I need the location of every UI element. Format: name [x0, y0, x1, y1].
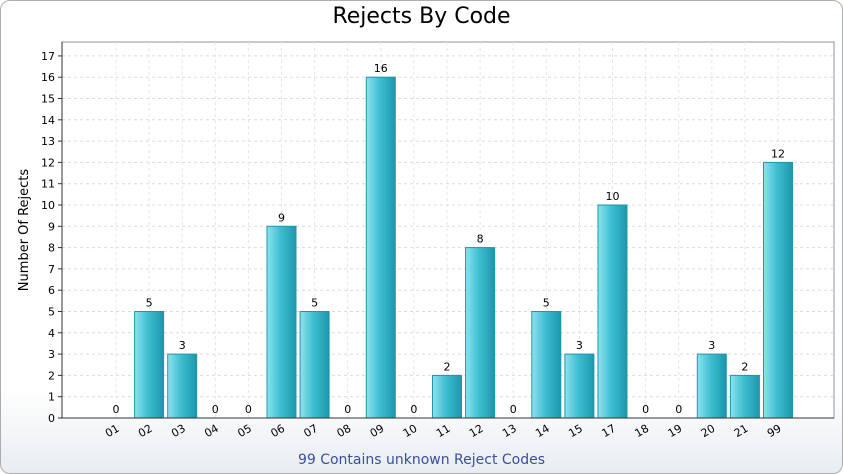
x-tick-label-02: 02 — [136, 422, 155, 440]
value-label-12: 8 — [477, 233, 484, 246]
bar-07 — [299, 311, 330, 419]
y-tick-label: 5 — [48, 306, 55, 319]
x-tick-label-10: 10 — [401, 422, 420, 440]
y-tick-label: 7 — [48, 263, 55, 276]
value-label-09: 16 — [374, 62, 388, 75]
value-label-04: 0 — [212, 403, 219, 416]
value-label-10: 0 — [410, 403, 417, 416]
bar-99 — [763, 161, 793, 419]
y-tick-label: 2 — [48, 369, 55, 382]
y-tick-label: 4 — [48, 327, 55, 340]
value-label-17: 10 — [606, 190, 620, 203]
y-tick-label: 11 — [41, 178, 55, 191]
x-tick-label-20: 20 — [699, 422, 718, 440]
y-tick-label: 17 — [41, 50, 55, 63]
x-tick-label-01: 01 — [103, 422, 122, 440]
value-label-18: 0 — [642, 403, 649, 416]
y-tick-label: 3 — [48, 348, 55, 361]
x-tick-label-14: 14 — [533, 422, 552, 440]
value-label-05: 0 — [245, 403, 252, 416]
bar-03 — [167, 353, 198, 419]
bar-02 — [134, 311, 165, 419]
x-tick-label-17: 17 — [599, 422, 618, 440]
x-tick-label-09: 09 — [368, 422, 387, 440]
bar-09 — [365, 76, 396, 419]
y-axis-title: Number Of Rejects — [17, 169, 32, 292]
x-tick-label-07: 07 — [302, 422, 321, 440]
y-tick-label: 6 — [48, 284, 55, 297]
value-label-13: 0 — [510, 403, 517, 416]
value-label-01: 0 — [113, 403, 120, 416]
y-tick-label: 16 — [41, 71, 55, 84]
value-label-07: 5 — [311, 297, 318, 310]
x-tick-label-19: 19 — [666, 422, 685, 440]
x-axis-ticks: 01 02 03 04 05 06 07 08 09 10 11 12 13 14 15 17 18 19 20 21… — [103, 422, 784, 440]
value-label-11: 2 — [444, 360, 451, 373]
x-tick-label-12: 12 — [467, 422, 486, 440]
value-label-08: 0 — [344, 403, 351, 416]
value-label-20: 3 — [708, 339, 715, 352]
y-tick-label: 9 — [48, 220, 55, 233]
x-tick-label-13: 13 — [500, 422, 519, 440]
bar-11 — [432, 374, 462, 419]
y-tick-label: 0 — [48, 412, 55, 425]
value-label-03: 3 — [179, 339, 186, 352]
bar-17 — [597, 204, 628, 419]
y-tick-label: 12 — [41, 156, 55, 169]
chart-footnote: 99 Contains unknown Reject Codes — [297, 452, 546, 468]
x-tick-label-11: 11 — [434, 422, 453, 440]
x-tick-label-18: 18 — [633, 422, 652, 440]
bar-06 — [266, 225, 297, 419]
bar-12 — [465, 247, 496, 419]
x-tick-label-03: 03 — [169, 422, 188, 440]
chart-title: Rejects By Code — [332, 4, 511, 29]
value-label-21: 2 — [741, 360, 748, 373]
x-tick-label-06: 06 — [268, 422, 287, 440]
x-tick-label-15: 15 — [566, 422, 585, 440]
x-tick-label-08: 08 — [335, 422, 354, 440]
bar-20 — [696, 353, 727, 419]
value-label-06: 9 — [278, 211, 285, 224]
x-tick-label-99: 99 — [765, 422, 784, 440]
bar-14 — [531, 311, 562, 419]
bars — [134, 76, 793, 419]
value-label-02: 5 — [146, 297, 153, 310]
value-labels: 0 5 3 0 0 9 5 0 16 0 2 8 0 5 3 10 0 0 3 2 12 — [113, 62, 786, 416]
bar-21 — [729, 374, 760, 419]
value-label-14: 5 — [543, 297, 550, 310]
x-tick-label-04: 04 — [202, 422, 221, 440]
value-label-15: 3 — [576, 339, 583, 352]
value-label-99: 12 — [771, 147, 785, 160]
y-tick-label: 1 — [48, 391, 55, 404]
x-tick-label-05: 05 — [235, 422, 254, 440]
bar-15 — [564, 353, 595, 419]
value-label-19: 0 — [675, 403, 682, 416]
y-tick-label: 10 — [41, 199, 55, 212]
y-tick-label: 8 — [48, 242, 55, 255]
y-tick-label: 14 — [41, 114, 55, 127]
y-tick-label: 13 — [41, 135, 55, 148]
y-tick-label: 15 — [41, 93, 55, 106]
x-tick-label-21: 21 — [732, 422, 751, 440]
